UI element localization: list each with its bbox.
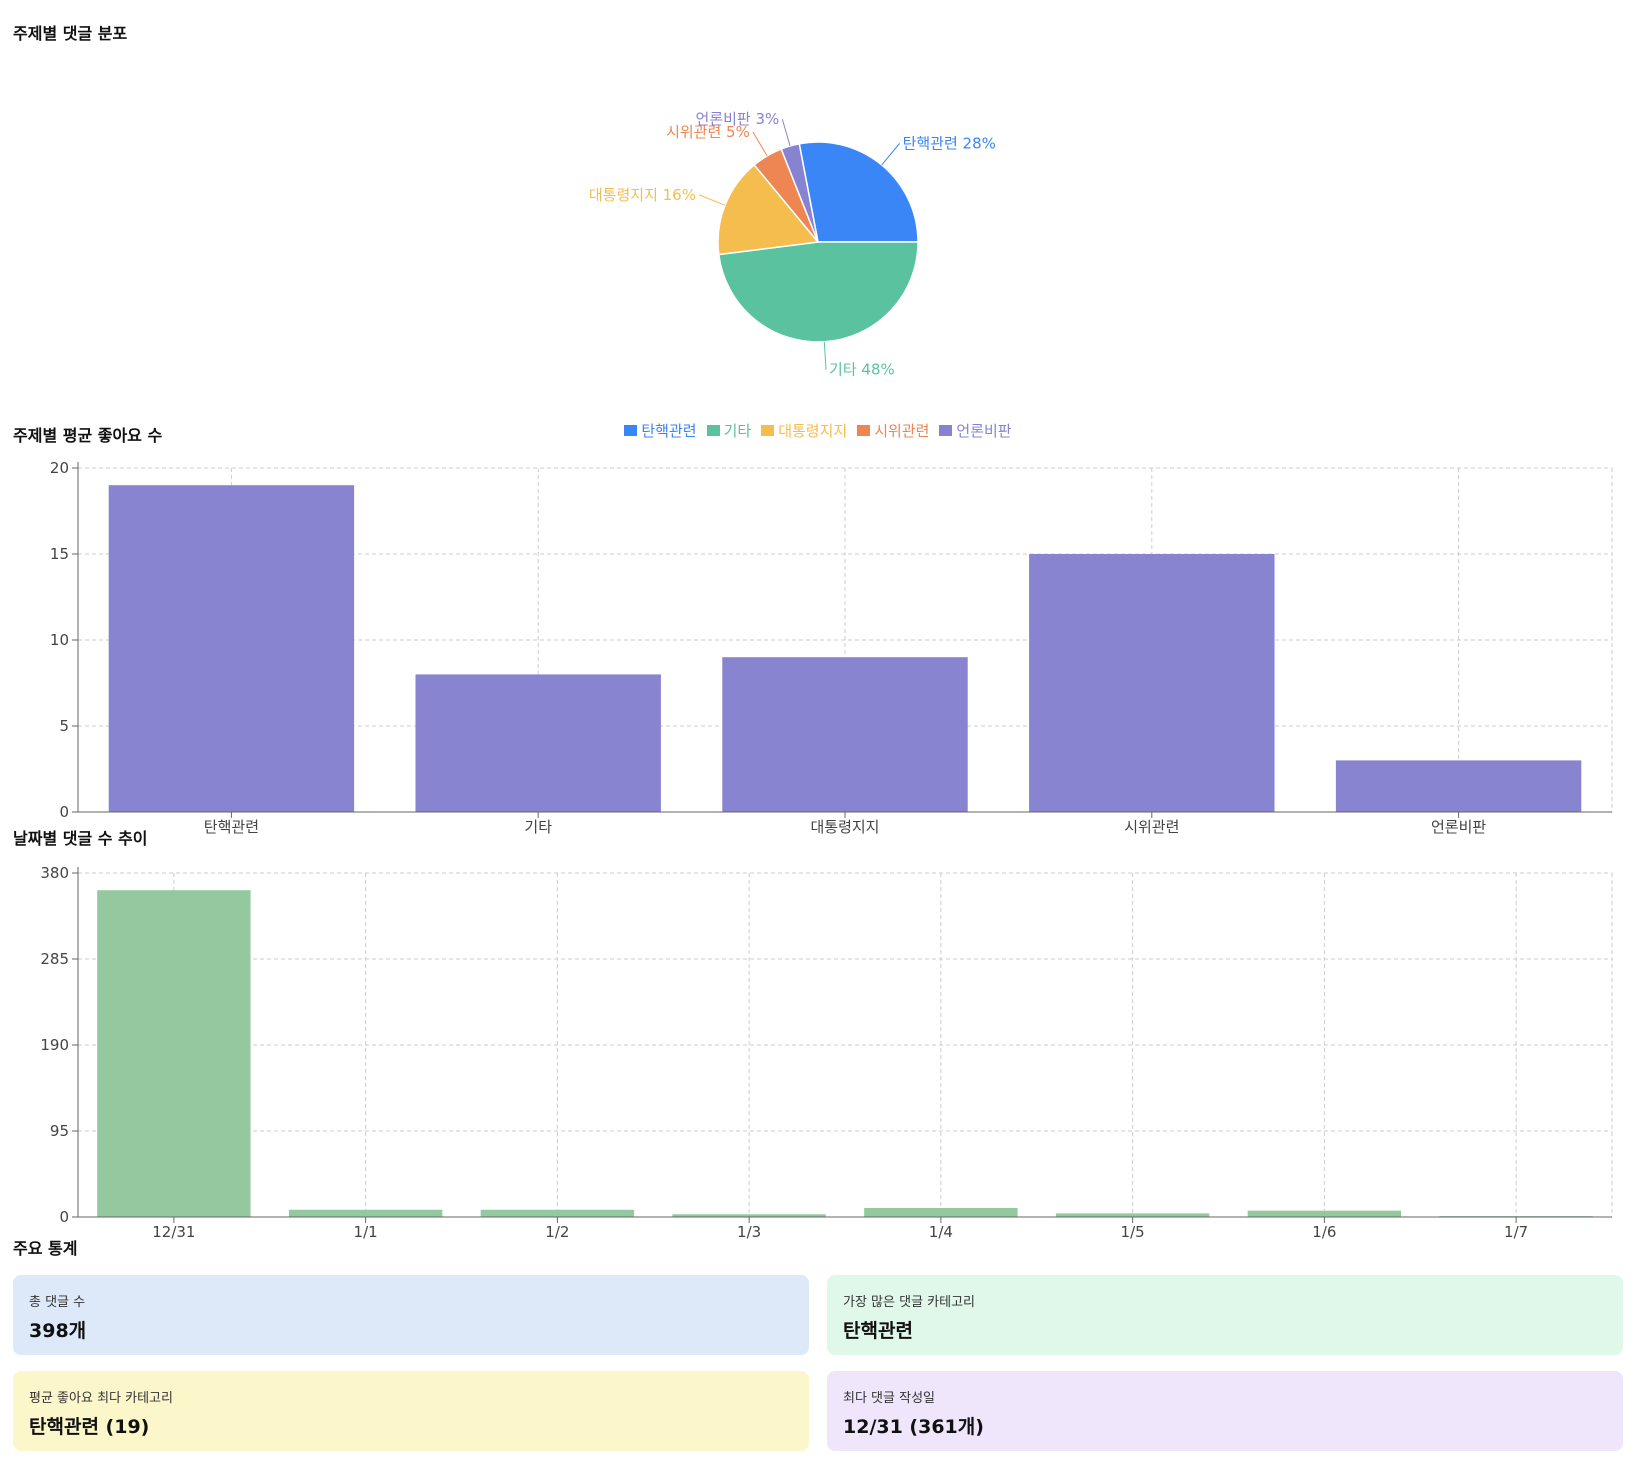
pie-slice-2 bbox=[717, 163, 820, 256]
bar-0 bbox=[97, 890, 251, 1217]
legend-item-1: 기타 bbox=[706, 420, 752, 441]
legend-swatch-3 bbox=[857, 425, 871, 436]
legend-item-3: 시위관련 bbox=[857, 420, 929, 441]
stats-grid: 총 댓글 수 398개 가장 많은 댓글 카테고리 탄핵관련 평균 좋아요 최다… bbox=[13, 1275, 1623, 1451]
pie-chart-title: 주제별 댓글 분포 bbox=[13, 24, 128, 43]
legend-label-0: 탄핵관련 bbox=[641, 422, 697, 440]
legend-swatch-1 bbox=[706, 425, 720, 436]
x-tick-label-4: 1/4 bbox=[929, 1223, 953, 1241]
pie-slice-0 bbox=[798, 141, 919, 243]
pie-slice-label-2: 대통령지지 16% bbox=[589, 186, 696, 204]
bar-3 bbox=[1029, 554, 1275, 812]
bar-1 bbox=[415, 674, 661, 812]
bar-4 bbox=[1335, 760, 1582, 812]
x-tick-label-5: 1/5 bbox=[1121, 1223, 1145, 1241]
stat-label: 가장 많은 댓글 카테고리 bbox=[843, 1295, 975, 1310]
pie-leader-line-0 bbox=[881, 143, 900, 166]
stat-label: 최다 댓글 작성일 bbox=[843, 1391, 935, 1406]
x-tick-label-0: 12/31 bbox=[152, 1223, 195, 1241]
bar-6 bbox=[1247, 1210, 1402, 1217]
stat-card-total-comments: 총 댓글 수 398개 bbox=[13, 1275, 809, 1355]
x-tick-label-7: 1/7 bbox=[1504, 1223, 1528, 1241]
legend-label-1: 기타 bbox=[723, 422, 752, 440]
avg-likes-bar-chart: 0 5 10 15 20 탄핵관련 기타 대통령지지 시위관련 언론비판 bbox=[50, 459, 1613, 836]
y-tick-label-2: 10 bbox=[50, 631, 69, 649]
legend-swatch-4 bbox=[939, 425, 953, 436]
bar-1 bbox=[288, 1209, 443, 1217]
pie-chart-legend: 탄핵관련 기타 대통령지지 시위관련 언론비판 bbox=[0, 420, 1636, 441]
bar-2 bbox=[480, 1209, 635, 1217]
y-tick-label-0: 0 bbox=[59, 803, 69, 821]
pie-leader-line-1 bbox=[823, 341, 827, 370]
stat-value: 12/31 (361개) bbox=[843, 1416, 984, 1438]
pie-slice-label-4: 언론비판 3% bbox=[696, 110, 780, 128]
legend-swatch-2 bbox=[761, 425, 775, 436]
likes-chart-title: 주제별 평균 좋아요 수 bbox=[13, 426, 163, 445]
y-tick-label-4: 380 bbox=[40, 864, 69, 882]
y-tick-label-1: 95 bbox=[50, 1122, 69, 1140]
legend-swatch-0 bbox=[624, 425, 638, 436]
y-tick-label-3: 285 bbox=[40, 950, 69, 968]
pie-slice-label-3: 시위관련 5% bbox=[666, 123, 750, 141]
pie-leader-line-2 bbox=[698, 194, 726, 206]
x-tick-label-6: 1/6 bbox=[1312, 1223, 1336, 1241]
y-tick-label-2: 190 bbox=[40, 1036, 69, 1054]
legend-label-4: 언론비판 bbox=[956, 422, 1012, 440]
pie-slice-label-1: 기타 48% bbox=[829, 361, 895, 379]
bar-3 bbox=[672, 1214, 826, 1217]
pie-slice-4 bbox=[780, 142, 819, 243]
stat-value: 탄핵관련 (19) bbox=[29, 1416, 150, 1438]
x-tick-label-1: 1/1 bbox=[354, 1223, 378, 1241]
daily-comments-bar-chart: 0 95 190 285 380 12/31 1/1 1/2 1/3 1/4 1/5 1/6 1/7 bbox=[40, 864, 1613, 1241]
x-tick-label-2: 1/2 bbox=[545, 1223, 569, 1241]
stat-card-top-likes-category: 평균 좋아요 최다 카테고리 탄핵관련 (19) bbox=[13, 1371, 809, 1451]
x-tick-label-0: 탄핵관련 bbox=[204, 818, 259, 836]
pie-slice-1 bbox=[717, 241, 919, 343]
comment-distribution-pie-chart: 탄핵관련 28% 기타 48% 대통령지지 16% 시위관련 5%언론비판 3% bbox=[589, 110, 996, 379]
y-tick-label-0: 0 bbox=[59, 1208, 69, 1226]
legend-item-2: 대통령지지 bbox=[761, 420, 847, 441]
bar-0 bbox=[108, 485, 355, 812]
legend-label-3: 시위관련 bbox=[874, 422, 930, 440]
x-tick-label-2: 대통령지지 bbox=[810, 818, 879, 836]
pie-leader-line-3 bbox=[752, 131, 768, 157]
bar-5 bbox=[1055, 1213, 1210, 1217]
legend-item-4: 언론비판 bbox=[939, 420, 1012, 441]
y-tick-label-3: 15 bbox=[50, 545, 69, 563]
stat-card-top-day: 최다 댓글 작성일 12/31 (361개) bbox=[827, 1371, 1623, 1451]
daily-chart-title: 날짜별 댓글 수 추이 bbox=[13, 829, 148, 848]
x-tick-label-3: 1/3 bbox=[737, 1223, 761, 1241]
stat-label: 총 댓글 수 bbox=[29, 1295, 86, 1310]
pie-slice-label-0: 탄핵관련 28% bbox=[903, 134, 996, 152]
x-tick-label-3: 시위관련 bbox=[1124, 818, 1179, 836]
stats-title: 주요 통계 bbox=[13, 1239, 78, 1258]
stat-value: 탄핵관련 bbox=[843, 1320, 913, 1342]
stat-label: 평균 좋아요 최다 카테고리 bbox=[29, 1391, 173, 1406]
bar-4 bbox=[864, 1207, 1018, 1217]
legend-item-0: 탄핵관련 bbox=[624, 420, 697, 441]
x-tick-label-4: 언론비판 bbox=[1431, 818, 1486, 836]
y-tick-label-4: 20 bbox=[50, 459, 69, 477]
pie-leader-line-4 bbox=[781, 118, 791, 147]
y-tick-label-1: 5 bbox=[59, 717, 69, 735]
stat-value: 398개 bbox=[29, 1320, 87, 1342]
legend-label-2: 대통령지지 bbox=[778, 422, 848, 440]
bar-2 bbox=[722, 657, 968, 812]
x-tick-label-1: 기타 bbox=[524, 818, 552, 836]
stat-card-top-category: 가장 많은 댓글 카테고리 탄핵관련 bbox=[827, 1275, 1623, 1355]
